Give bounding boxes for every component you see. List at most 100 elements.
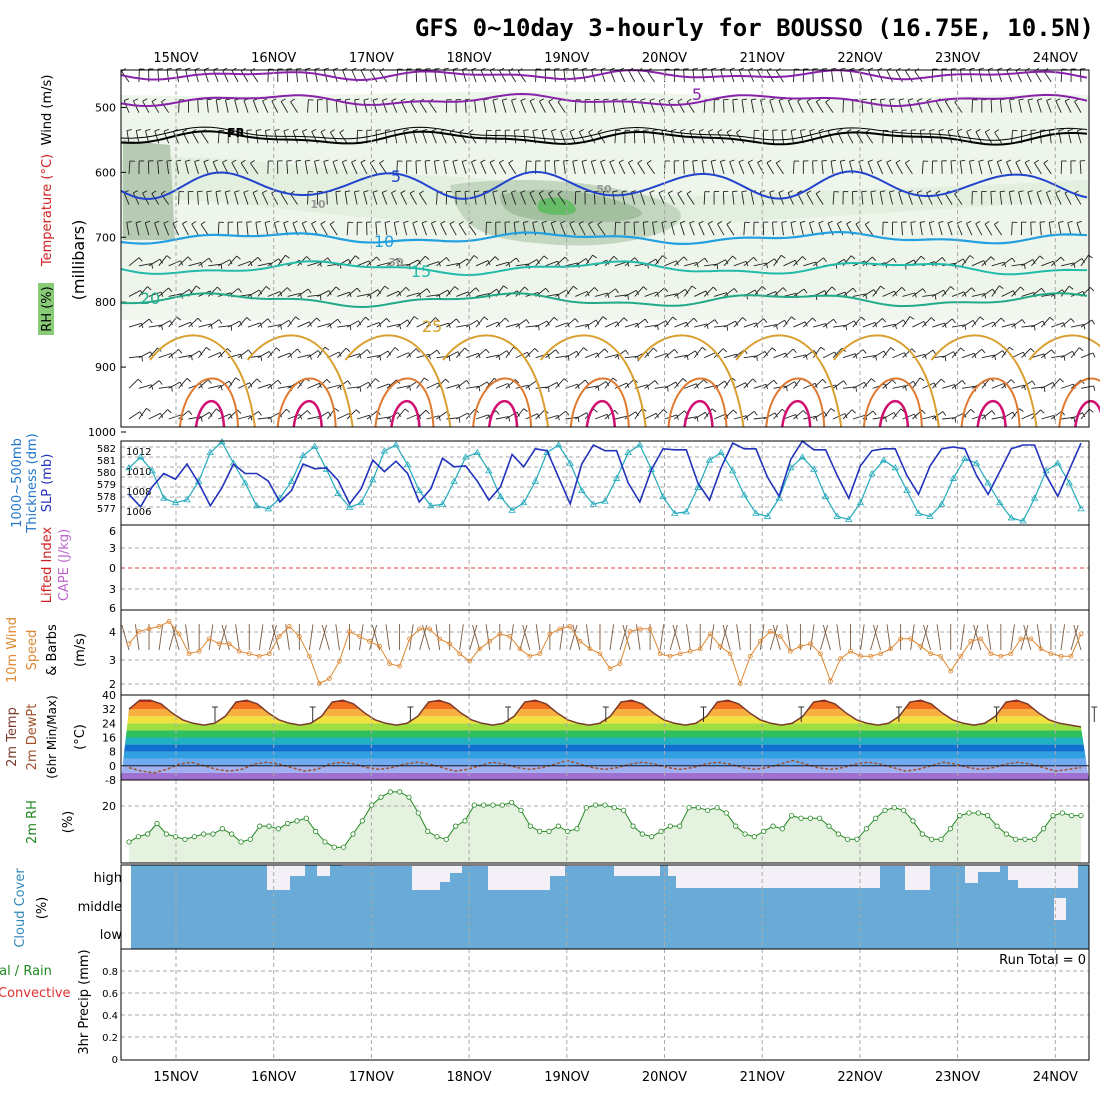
wind-barb bbox=[218, 413, 231, 420]
wind-barb bbox=[396, 319, 408, 328]
wind-barb-flag bbox=[985, 129, 990, 133]
wind-barb-flag bbox=[969, 255, 975, 259]
wind-speed-marker bbox=[437, 636, 443, 642]
date-label-bottom: 21NOV bbox=[740, 1070, 785, 1085]
wind-barb bbox=[1061, 416, 1075, 420]
wind-barb bbox=[459, 131, 467, 144]
wind-barb bbox=[931, 378, 942, 389]
wind-barb bbox=[750, 99, 755, 113]
wind-barb bbox=[525, 160, 528, 174]
wind-barb bbox=[628, 162, 636, 175]
wind-barb bbox=[637, 70, 646, 83]
thickness-marker bbox=[461, 453, 470, 460]
wind-barb bbox=[763, 258, 775, 267]
isotherm-35-line bbox=[487, 399, 519, 428]
contour-label: 5 bbox=[692, 85, 702, 104]
temp-color-band bbox=[121, 744, 1089, 752]
wind-barb bbox=[485, 321, 499, 328]
wind-barb-flag bbox=[323, 67, 329, 70]
wind-barb-flag bbox=[717, 221, 723, 225]
wind-barb bbox=[440, 223, 447, 236]
li-tick-label: 6 bbox=[109, 525, 116, 538]
wind-barb bbox=[640, 192, 646, 205]
thickness-axis-label: 1000~500mb bbox=[10, 438, 25, 528]
wind-barb bbox=[922, 317, 932, 328]
thickness-marker bbox=[1007, 514, 1016, 521]
wind-barb bbox=[614, 415, 628, 420]
wind-speed-marker bbox=[978, 636, 984, 642]
wind-barb-flag bbox=[1073, 417, 1076, 423]
wind-speed-marker bbox=[617, 661, 623, 667]
wind-barb bbox=[717, 223, 725, 236]
cloud-level-label: middle bbox=[78, 900, 122, 915]
precip-tick-label: 0 bbox=[112, 1055, 118, 1066]
cloud-gap bbox=[1054, 898, 1066, 920]
wind-barb-flag bbox=[360, 159, 366, 163]
wind-barb bbox=[991, 261, 1005, 267]
wind-speed-marker bbox=[537, 651, 543, 657]
wind-barb bbox=[495, 350, 508, 359]
temp-color-band bbox=[121, 772, 1089, 780]
wind-barb-flag bbox=[635, 290, 640, 295]
wind-barb bbox=[471, 69, 477, 83]
wind-barb bbox=[654, 255, 663, 267]
wind-barb bbox=[262, 100, 269, 113]
wind-barb bbox=[538, 192, 546, 205]
thickness-marker bbox=[357, 498, 365, 506]
wind-barb bbox=[247, 256, 259, 267]
wind-speed-marker bbox=[908, 636, 914, 642]
wind-barb-flag bbox=[649, 98, 655, 101]
wind-barb bbox=[999, 191, 1003, 205]
wind-barb bbox=[855, 131, 864, 144]
wind-barb bbox=[475, 260, 489, 267]
wind-barb bbox=[495, 416, 509, 420]
rh-marker bbox=[863, 826, 869, 832]
wind-barb bbox=[981, 354, 995, 359]
wind-barb bbox=[1041, 260, 1054, 267]
wind-barb bbox=[1080, 408, 1090, 420]
wind-barb-flag bbox=[642, 286, 648, 291]
wind-barb bbox=[793, 321, 806, 328]
contour-label: 25 bbox=[422, 317, 442, 336]
wind-barb-flag bbox=[1010, 379, 1015, 384]
wind-barb bbox=[659, 624, 665, 651]
wind-barb bbox=[604, 256, 615, 267]
li-tick-label: 3 bbox=[109, 542, 116, 555]
wind-barb bbox=[961, 287, 972, 297]
wind-barb bbox=[178, 321, 191, 328]
wind-barb bbox=[594, 292, 608, 297]
wind-barb bbox=[307, 350, 319, 359]
thickness-marker bbox=[972, 459, 981, 466]
wind-barb-flag bbox=[330, 129, 335, 133]
isotherm-25-line bbox=[344, 334, 452, 428]
wind-barb-flag bbox=[1072, 351, 1076, 356]
wind-barb-flag bbox=[339, 129, 345, 133]
wind-barb bbox=[609, 161, 616, 175]
rh-marker bbox=[593, 802, 599, 808]
wind-barb bbox=[872, 318, 883, 328]
wind-barb bbox=[475, 316, 485, 328]
wind-barb-flag bbox=[296, 348, 302, 354]
thickness-marker bbox=[578, 486, 586, 494]
wind-barb-flag bbox=[707, 220, 713, 224]
wind-barb-flag bbox=[604, 348, 609, 353]
wind-barb bbox=[590, 161, 596, 175]
wind-barb-flag bbox=[295, 316, 300, 321]
thickness-marker bbox=[241, 479, 249, 486]
wind-barb bbox=[733, 415, 747, 420]
wind-barb bbox=[588, 131, 596, 144]
isotherm-25-line bbox=[1028, 334, 1100, 361]
wind-barb bbox=[307, 382, 320, 389]
wind-barb-flag bbox=[722, 348, 728, 353]
wind-barb-flag bbox=[602, 316, 608, 320]
wind-barb bbox=[892, 286, 903, 297]
wind-barb bbox=[520, 100, 527, 113]
wind-barb bbox=[892, 352, 905, 359]
wind-barb bbox=[445, 286, 456, 297]
contour-label: 10 bbox=[310, 198, 326, 211]
wind-barb-flag bbox=[158, 380, 163, 385]
wind-barb-flag bbox=[649, 190, 655, 193]
wind-barb bbox=[466, 352, 479, 359]
wind-barb bbox=[289, 193, 298, 205]
wind-barb bbox=[185, 624, 190, 651]
